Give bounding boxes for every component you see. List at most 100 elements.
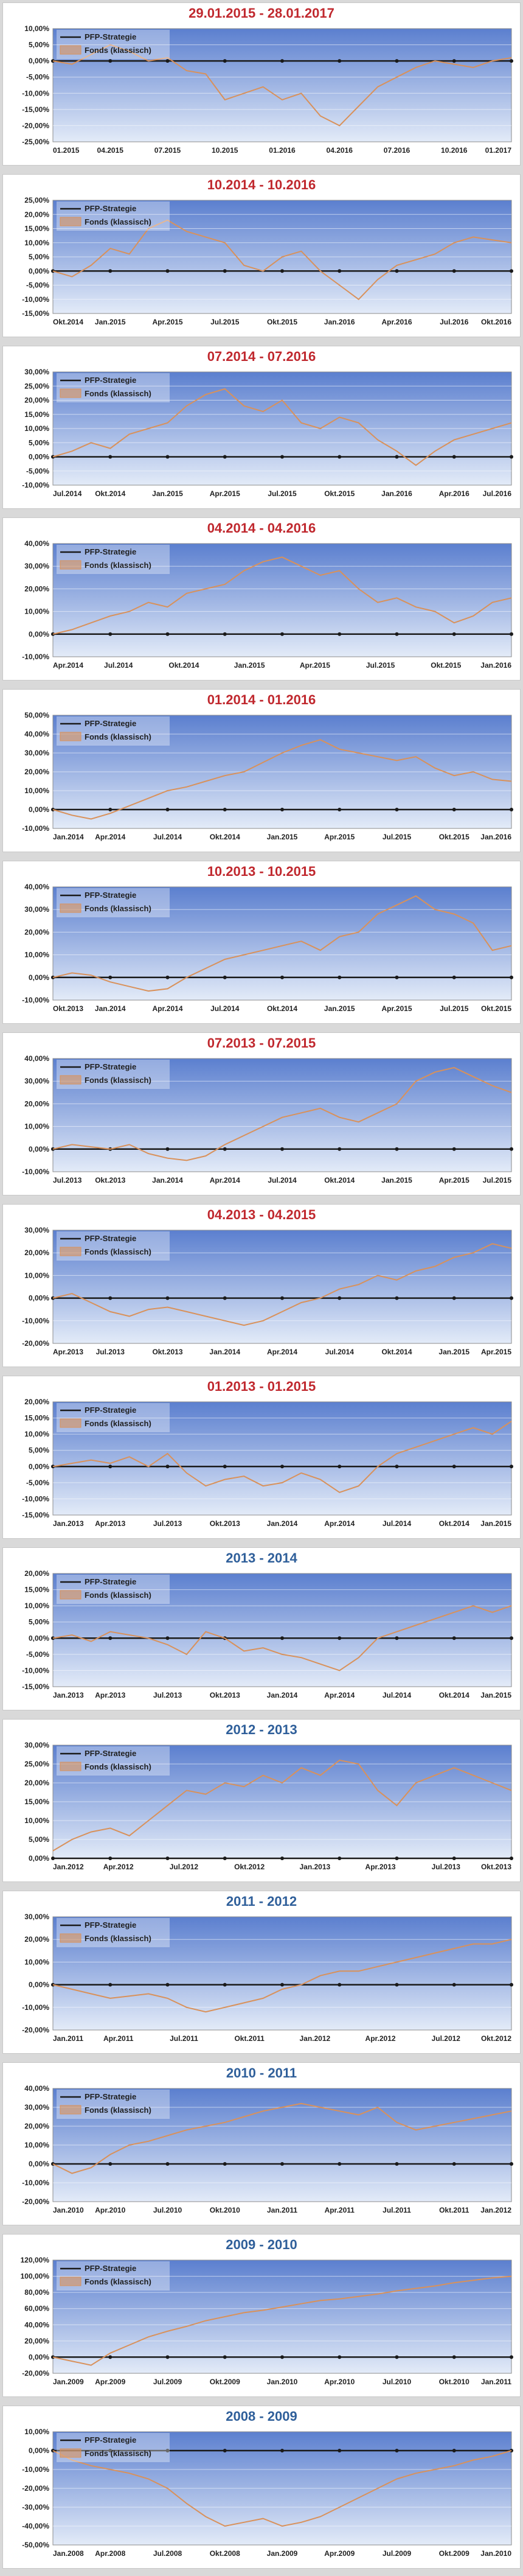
plot-area: [52, 1401, 512, 1516]
legend-label-fonds: Fonds (klassisch): [85, 1076, 151, 1085]
strategy-marker: [223, 455, 227, 459]
x-tick-label: Jul.2014: [383, 1691, 412, 1699]
chart-title: 07.2013 - 07.2015: [207, 1035, 316, 1051]
legend-swatch-fonds: [60, 903, 81, 913]
x-tick-label: Jan.2010: [267, 2378, 298, 2386]
x-tick-label: Jul.2012: [170, 1863, 199, 1871]
x-tick-label: Jan.2014: [209, 1348, 240, 1356]
y-tick-label: -20,00%: [22, 2197, 49, 2206]
y-tick-label: 10,00%: [24, 1816, 49, 1825]
strategy-marker: [395, 1983, 399, 1987]
strategy-marker: [165, 1465, 170, 1469]
x-tick-label: 01.2015: [53, 146, 80, 155]
strategy-marker: [510, 632, 513, 636]
chart-title: 04.2014 - 04.2016: [207, 520, 316, 536]
legend-label-strategy: PFP-Strategie: [85, 1749, 136, 1758]
legend: PFP-Strategie Fonds (klassisch): [57, 1575, 170, 1604]
strategy-marker: [338, 269, 342, 273]
legend: PFP-Strategie Fonds (klassisch): [57, 2261, 170, 2291]
x-tick-label: Jan.2013: [53, 1691, 84, 1699]
strategy-marker: [223, 808, 227, 811]
x-tick-label: Jul.2009: [383, 2549, 412, 2558]
x-tick-label: Apr.2010: [324, 2378, 355, 2386]
legend-label-fonds: Fonds (klassisch): [85, 1247, 151, 1256]
x-tick-label: 07.2016: [384, 146, 410, 155]
chart-svg: 25,00% 20,00% 15,00% 10,00% 5,00% 0,00% -5,00%…: [22, 196, 513, 326]
strategy-marker: [452, 1296, 456, 1300]
y-tick-label: -20,00%: [22, 121, 49, 130]
strategy-marker: [165, 632, 170, 636]
x-tick-label: Okt.2013: [210, 1519, 240, 1528]
strategy-marker: [452, 1147, 456, 1151]
y-tick-label: -15,00%: [22, 1682, 49, 1691]
legend-label-strategy: PFP-Strategie: [85, 1577, 136, 1586]
y-tick-label: 20,00%: [24, 2337, 49, 2345]
strategy-marker: [108, 1857, 113, 1860]
x-tick-label: Jul.2015: [366, 661, 395, 670]
strategy-marker: [108, 1636, 113, 1640]
strategy-marker: [395, 2355, 399, 2359]
strategy-marker: [280, 2355, 284, 2359]
strategy-marker: [165, 1147, 170, 1151]
strategy-marker: [165, 2449, 170, 2452]
strategy-marker: [338, 1147, 342, 1151]
y-tick-label: 30,00%: [24, 562, 49, 570]
legend: PFP-Strategie Fonds (klassisch): [57, 888, 170, 917]
x-tick-label: Apr.2015: [210, 489, 240, 498]
legend-swatch-fonds: [60, 45, 81, 55]
series-line-fonds: [52, 1939, 512, 2013]
y-tick-label: -10,00%: [22, 996, 49, 1004]
y-tick-label: 0,00%: [29, 973, 49, 982]
y-tick-label: 10,00%: [24, 2141, 49, 2149]
chart-panel: 29.01.2015 - 28.01.2017 10,00% 5,00% 0,00% -…: [2, 2, 521, 166]
chart-panel: 2013 - 2014 20,00% 15,00% 10,00% 5,00% 0,00% -…: [2, 1547, 521, 1710]
x-tick-label: Jan.2015: [95, 318, 126, 326]
x-tick-label: Jul.2015: [440, 1004, 469, 1013]
legend-label-strategy: PFP-Strategie: [85, 2092, 136, 2101]
y-tick-label: -5,00%: [26, 281, 49, 290]
strategy-marker: [280, 1857, 284, 1860]
strategy-marker: [280, 1983, 284, 1987]
x-tick-label: Apr.2013: [365, 1863, 396, 1871]
y-tick-label: 0,00%: [29, 1981, 49, 1989]
x-tick-label: Okt.2014: [53, 318, 83, 326]
strategy-marker: [510, 1636, 513, 1640]
x-tick-label: Jul.2016: [440, 318, 469, 326]
x-tick-label: Jul.2015: [483, 1176, 512, 1185]
y-tick-label: 5,00%: [29, 41, 49, 49]
y-tick-label: 0,00%: [29, 2353, 49, 2361]
x-tick-label: Jan.2009: [267, 2549, 298, 2558]
legend-label-strategy: PFP-Strategie: [85, 1920, 136, 1930]
x-tick-label: Jan.2016: [480, 833, 511, 841]
y-tick-label: -10,00%: [22, 653, 49, 661]
chart-panel: 04.2013 - 04.2015 30,00% 20,00% 10,00% 0,00%…: [2, 1204, 521, 1367]
chart-svg: 50,00% 40,00% 30,00% 20,00% 10,00% 0,00% -10,0…: [22, 711, 513, 841]
y-tick-label: -10,00%: [22, 2003, 49, 2012]
x-tick-label: Apr.2016: [439, 489, 469, 498]
chart-panel: 2009 - 2010 120,00% 100,00% 80,00% 60,00% 40,…: [2, 2234, 521, 2397]
chart-title: 07.2014 - 07.2016: [207, 349, 316, 364]
strategy-marker: [395, 1296, 399, 1300]
legend-label-fonds: Fonds (klassisch): [85, 217, 151, 226]
chart-title: 10.2013 - 10.2015: [207, 864, 316, 879]
y-tick-label: 40,00%: [24, 539, 49, 548]
x-tick-label: Jul.2014: [325, 1348, 355, 1356]
legend-swatch-fonds: [60, 560, 81, 570]
strategy-marker: [108, 1296, 113, 1300]
plot-area: [52, 1916, 512, 2031]
y-tick-label: 5,00%: [29, 1446, 49, 1455]
y-tick-label: 20,00%: [24, 1935, 49, 1944]
chart-title: 2010 - 2011: [226, 2065, 297, 2081]
y-tick-label: -10,00%: [22, 89, 49, 97]
strategy-marker: [165, 1636, 170, 1640]
x-tick-label: Jan.2015: [480, 1519, 511, 1528]
x-tick-label: Okt.2014: [439, 1519, 469, 1528]
y-tick-label: -40,00%: [22, 2522, 49, 2530]
x-tick-label: Jan.2012: [299, 2034, 330, 2043]
x-tick-label: Jan.2008: [53, 2549, 84, 2558]
series-line-fonds: [52, 895, 512, 992]
legend-label-strategy: PFP-Strategie: [85, 719, 136, 728]
series-line-fonds: [52, 556, 512, 635]
series-line-fonds: [52, 388, 512, 466]
legend: PFP-Strategie Fonds (klassisch): [57, 2090, 170, 2119]
